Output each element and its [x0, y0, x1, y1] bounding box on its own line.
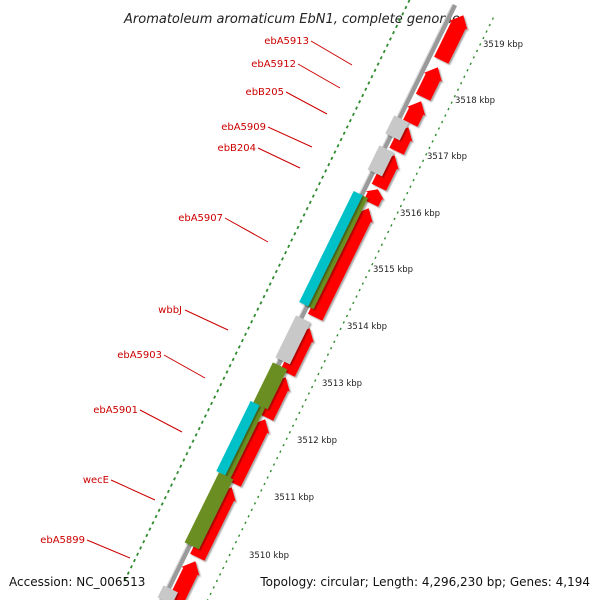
gene-label-ebA5912: ebA5912 — [251, 59, 296, 70]
tick-label-3517: 3517 kbp — [427, 152, 467, 162]
leader-line-0 — [310, 40, 353, 66]
tick-label-3516: 3516 kbp — [400, 209, 440, 219]
leader-line-5 — [224, 217, 269, 243]
feature-olive-wecE — [184, 472, 234, 550]
tick-label-3519: 3519 kbp — [483, 40, 523, 50]
feature-cyan-ebA5907 — [299, 191, 363, 307]
scale-labels: 3510 kbp 3511 kbp 3512 kbp 3513 kbp 3514… — [249, 40, 523, 561]
feature-cyan-ebA5901 — [216, 401, 260, 476]
label-leader-lines — [86, 40, 353, 559]
gene-label-ebA5907: ebA5907 — [178, 213, 223, 224]
gene-label-ebB204: ebB204 — [218, 143, 256, 154]
gene-label-ebB205: ebB205 — [246, 87, 284, 98]
leader-line-2 — [285, 91, 328, 115]
leader-line-1 — [297, 63, 341, 89]
tick-label-3512: 3512 kbp — [297, 436, 337, 446]
feature-olive-ebA5903 — [253, 362, 288, 410]
feature-track — [157, 15, 468, 600]
gene-label-ebA5909: ebA5909 — [221, 122, 266, 133]
leader-line-10 — [86, 539, 131, 559]
leader-line-7 — [163, 354, 206, 379]
feature-red-ebA5901 — [226, 419, 270, 487]
tick-label-3518: 3518 kbp — [455, 96, 495, 106]
feature-red-ebA5903 — [258, 377, 290, 421]
feature-gray-ebB205 — [385, 115, 409, 141]
gene-label-ebA5903: ebA5903 — [117, 350, 162, 361]
feature-ebA5913 — [434, 15, 468, 64]
feature-red-ebA5899 — [167, 561, 200, 600]
tick-label-3513: 3513 kbp — [322, 379, 362, 389]
map-title: Aromatoleum aromaticum EbN1, complete ge… — [123, 12, 460, 27]
gene-label-wbbJ: wbbJ — [158, 305, 182, 316]
tick-label-3510: 3510 kbp — [249, 551, 289, 561]
leader-line-3 — [267, 126, 313, 148]
feature-red-wbbJ — [280, 328, 314, 377]
feature-ebA5907-red — [307, 208, 373, 321]
accession-text: Accession: NC_006513 — [9, 575, 145, 589]
leader-line-6 — [184, 309, 229, 331]
gene-label-ebA5913: ebA5913 — [264, 36, 309, 47]
outer-dot-track — [206, 17, 494, 600]
feature-gray-wbbJ — [275, 315, 311, 365]
feature-gray-ebA5909 — [367, 145, 394, 177]
genome-summary-text: Topology: circular; Length: 4,296,230 bp… — [259, 575, 590, 589]
gene-label-ebA5899: ebA5899 — [40, 535, 85, 546]
feature-red-6 — [363, 189, 384, 207]
leader-line-8 — [139, 409, 183, 433]
leader-line-9 — [110, 479, 156, 501]
leader-line-4 — [257, 147, 301, 169]
feature-red-5 — [371, 155, 399, 191]
feature-red-4 — [389, 127, 413, 155]
tick-label-3515: 3515 kbp — [373, 265, 413, 275]
feature-ebA5912 — [415, 67, 442, 101]
gene-label-ebA5901: ebA5901 — [93, 405, 138, 416]
tick-label-3511: 3511 kbp — [274, 493, 314, 503]
tick-label-3514: 3514 kbp — [347, 322, 387, 332]
feature-gray-bottom — [157, 585, 178, 600]
gene-labels: ebA5913 ebA5912 ebB205 ebA5909 ebB204 eb… — [40, 36, 309, 546]
gene-label-wecE: wecE — [83, 475, 109, 486]
feature-red-3 — [403, 101, 426, 127]
